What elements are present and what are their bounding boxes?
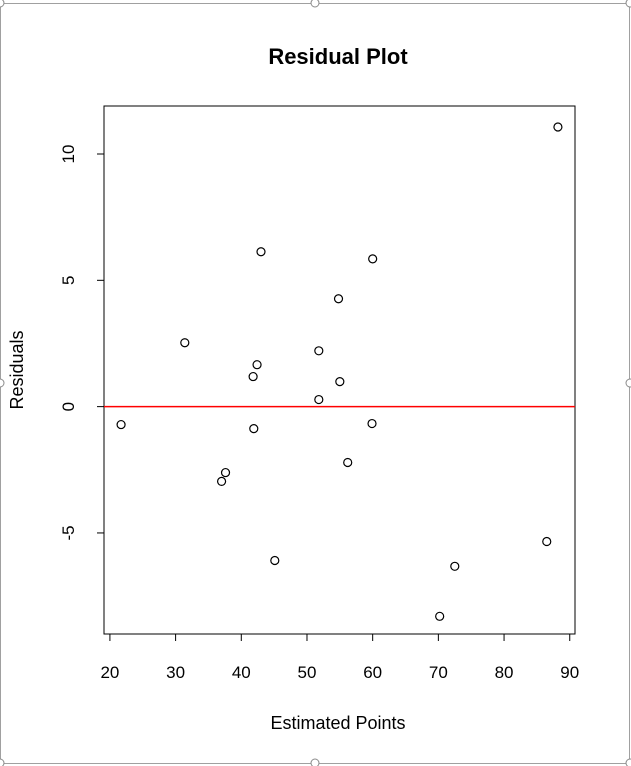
resize-handle[interactable]: [625, 758, 631, 766]
x-tick-label: 60: [363, 663, 382, 682]
chart-title: Residual Plot: [268, 44, 408, 69]
data-point: [249, 424, 259, 434]
x-tick-label: 20: [100, 663, 119, 682]
resize-handle[interactable]: [0, 0, 5, 8]
x-tick-label: 50: [298, 663, 317, 682]
data-point: [256, 247, 266, 257]
y-tick-label: -5: [59, 525, 78, 540]
data-point: [553, 122, 563, 132]
y-tick-label: 0: [59, 402, 78, 411]
data-point: [116, 419, 126, 430]
data-point: [220, 467, 231, 478]
data-point: [450, 561, 460, 571]
x-axis-title: Estimated Points: [270, 713, 405, 733]
resize-handle[interactable]: [625, 378, 631, 388]
data-point: [180, 338, 190, 348]
data-point: [335, 377, 345, 387]
data-point: [367, 418, 377, 429]
resize-handle[interactable]: [0, 758, 5, 766]
data-point: [435, 611, 445, 621]
x-tick-label: 70: [429, 663, 448, 682]
data-point: [314, 394, 324, 405]
data-point: [343, 457, 353, 468]
y-tick-label: 5: [59, 276, 78, 285]
data-point: [368, 254, 378, 264]
data-point: [542, 536, 552, 547]
data-point: [270, 555, 280, 566]
x-tick-label: 80: [495, 663, 514, 682]
x-tick-label: 30: [166, 663, 185, 682]
x-axis: 20 30 40 50 60 70 80 90: [100, 633, 579, 682]
data-points: [116, 122, 563, 621]
data-point: [333, 294, 344, 304]
x-tick-label: 40: [232, 663, 251, 682]
data-point: [252, 360, 262, 370]
data-point: [248, 371, 258, 382]
y-axis-title: Residuals: [7, 330, 27, 409]
resize-handle[interactable]: [310, 758, 320, 766]
x-tick-label: 90: [560, 663, 579, 682]
resize-handle[interactable]: [310, 0, 320, 8]
data-point: [314, 346, 324, 356]
resize-handle[interactable]: [625, 0, 631, 8]
y-tick-label: 10: [59, 145, 78, 164]
y-axis: -5 0 5 10: [59, 145, 105, 541]
data-point: [216, 476, 227, 487]
resize-handle[interactable]: [0, 378, 5, 388]
image-selection-frame: [0, 3, 630, 764]
